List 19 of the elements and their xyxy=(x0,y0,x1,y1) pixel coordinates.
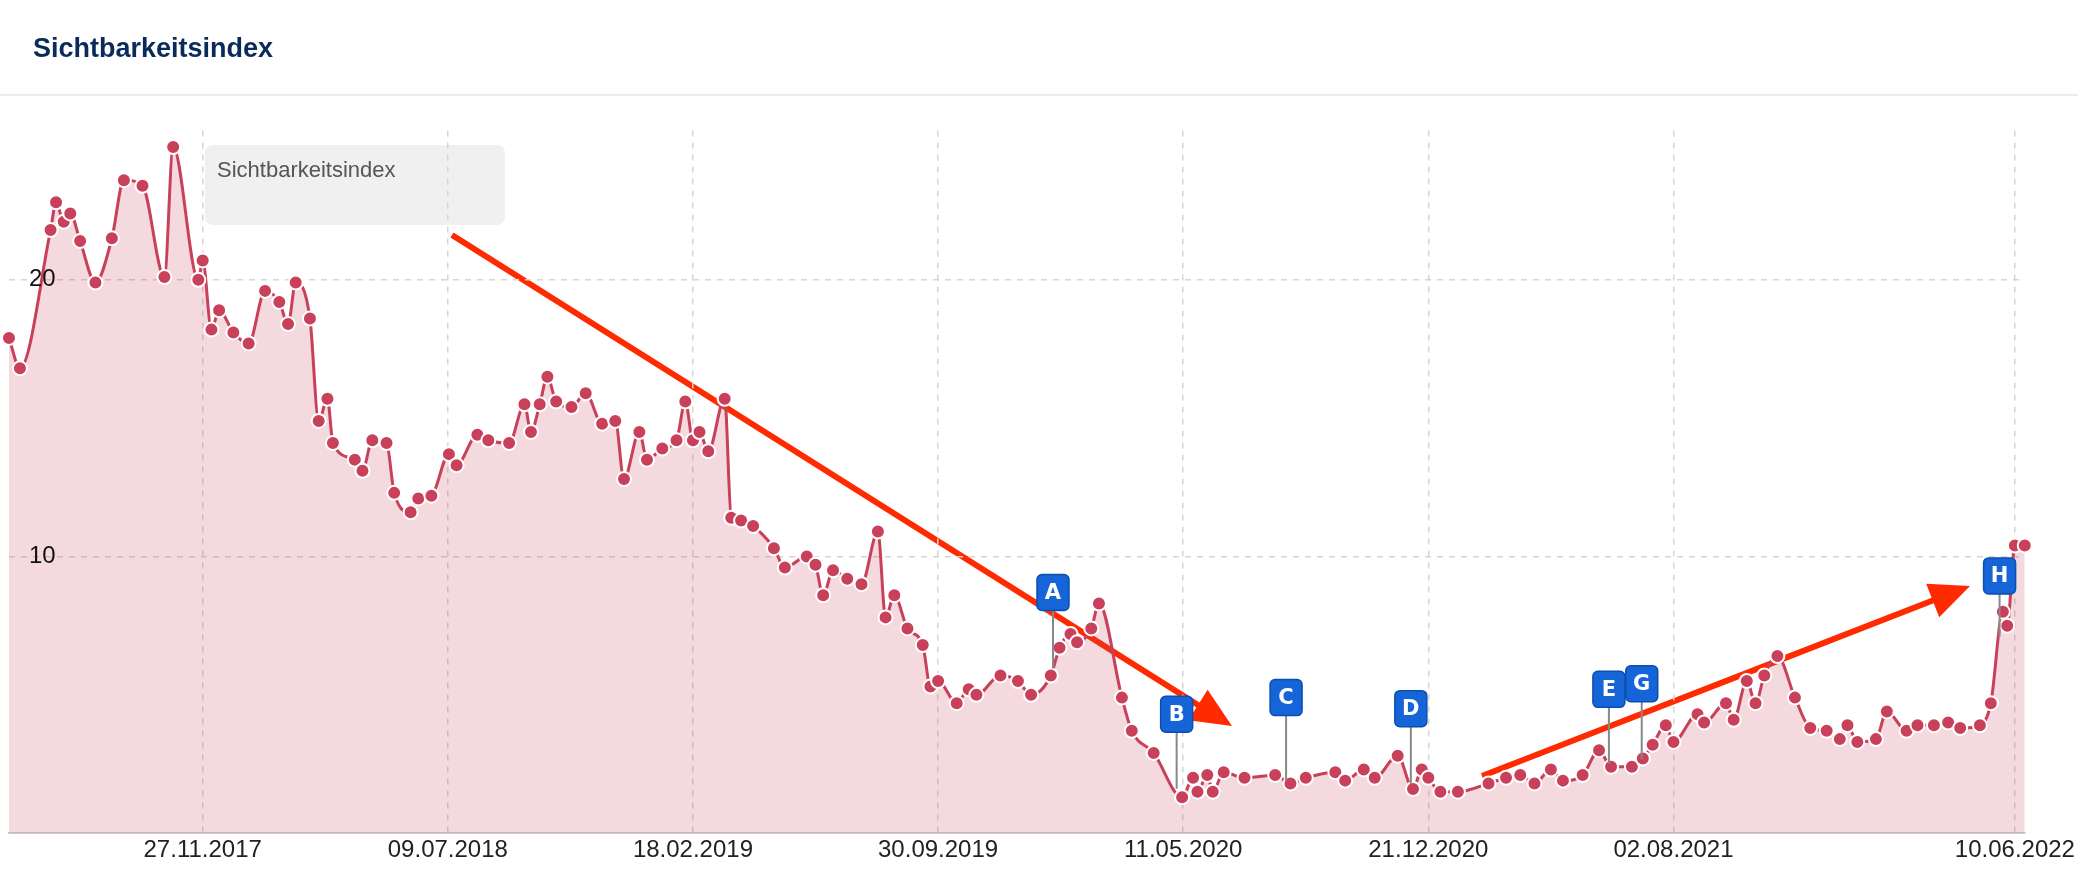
x-tick-label: 18.02.2019 xyxy=(632,835,754,863)
x-tick-label: 30.09.2019 xyxy=(878,835,999,863)
annotation: C xyxy=(1278,685,1294,710)
annotation: B xyxy=(1168,701,1185,726)
tooltip: Sichtbarkeitsindex xyxy=(205,145,505,225)
annotation: Sichtbarkeitsindex xyxy=(217,157,396,183)
annotation: A xyxy=(1044,579,1062,604)
annotation: D xyxy=(1402,696,1420,721)
y-tick-label: 10 xyxy=(29,541,56,569)
x-tick-label: 09.07.2018 xyxy=(387,835,508,863)
x-tick-label: 02.08.2021 xyxy=(1613,835,1734,863)
annotation: E xyxy=(1601,676,1617,701)
chart-title: Sichtbarkeitsindex xyxy=(33,33,274,64)
annotation: H xyxy=(1990,563,2009,588)
x-tick-label: 10.06.2022 xyxy=(1954,835,2075,863)
x-tick-label: 21.12.2020 xyxy=(1368,835,1489,863)
annotation: G xyxy=(1633,671,1651,696)
x-tick-label: 11.05.2020 xyxy=(1124,835,1243,863)
x-tick-label: 27.11.2017 xyxy=(143,835,262,863)
